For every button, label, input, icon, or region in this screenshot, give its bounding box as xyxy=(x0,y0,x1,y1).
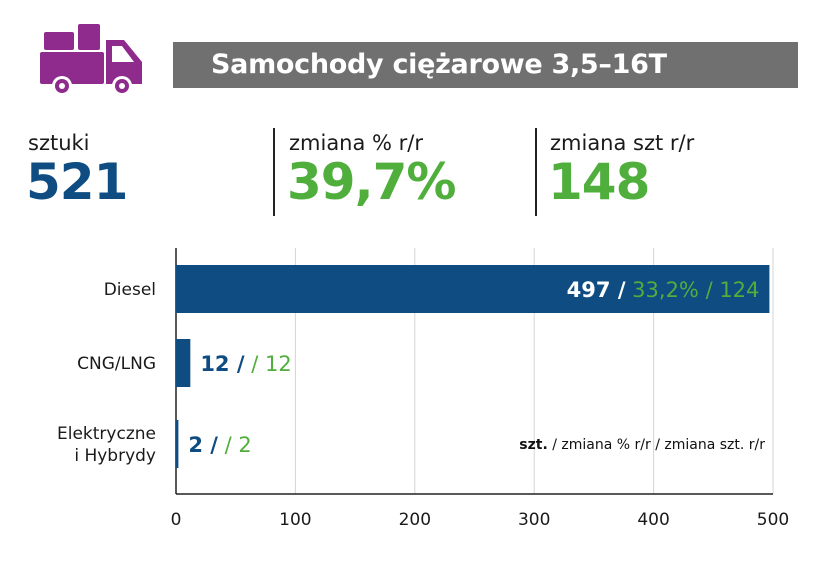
legend-note-bold: szt. xyxy=(519,437,548,453)
truck-icon xyxy=(40,24,142,96)
title-bar: Samochody ciężarowe 3,5–16T xyxy=(173,42,798,88)
bar-0 xyxy=(176,265,770,313)
x-tick-label: 100 xyxy=(279,510,311,530)
kpi-pct-change-value: 39,7% xyxy=(287,153,456,211)
legend-note: szt. / zmiana % r/r / zmiana szt. r/r xyxy=(519,437,765,453)
data-label-change: / 12 xyxy=(245,352,292,376)
x-tick-label: 500 xyxy=(757,510,789,530)
data-label: 2 / / 2 xyxy=(188,433,251,457)
category-label: CNG/LNG xyxy=(77,354,156,374)
page-title: Samochody ciężarowe 3,5–16T xyxy=(211,49,667,80)
data-label: 497 / 33,2% / 124 xyxy=(567,278,760,302)
kpi-units-value: 521 xyxy=(26,153,128,211)
data-label-units: 12 / xyxy=(200,352,245,376)
bar-2 xyxy=(176,420,179,468)
kpi-divider xyxy=(273,128,275,216)
x-tick-label: 300 xyxy=(518,510,550,530)
data-label-change: / 2 xyxy=(218,433,252,457)
data-label-change: 33,2% / 124 xyxy=(626,278,760,302)
data-label: 12 / / 12 xyxy=(200,352,291,376)
bar-1 xyxy=(176,339,191,387)
legend-note-rest: / zmiana % r/r / zmiana szt. r/r xyxy=(548,437,765,453)
kpi-pct-change-label: zmiana % r/r xyxy=(289,131,424,155)
kpi-units-change-value: 148 xyxy=(548,153,650,211)
x-tick-label: 0 xyxy=(171,510,182,530)
kpi-divider xyxy=(535,128,537,216)
x-tick-label: 400 xyxy=(637,510,669,530)
data-label-units: 2 / xyxy=(188,433,218,457)
kpi-units-label: sztuki xyxy=(28,131,90,155)
x-tick-label: 200 xyxy=(399,510,431,530)
category-label: Elektryczne i Hybrydy xyxy=(57,424,156,466)
data-label-units: 497 / xyxy=(567,278,626,302)
kpi-units-change-label: zmiana szt r/r xyxy=(550,131,695,155)
category-label: Diesel xyxy=(104,280,156,300)
